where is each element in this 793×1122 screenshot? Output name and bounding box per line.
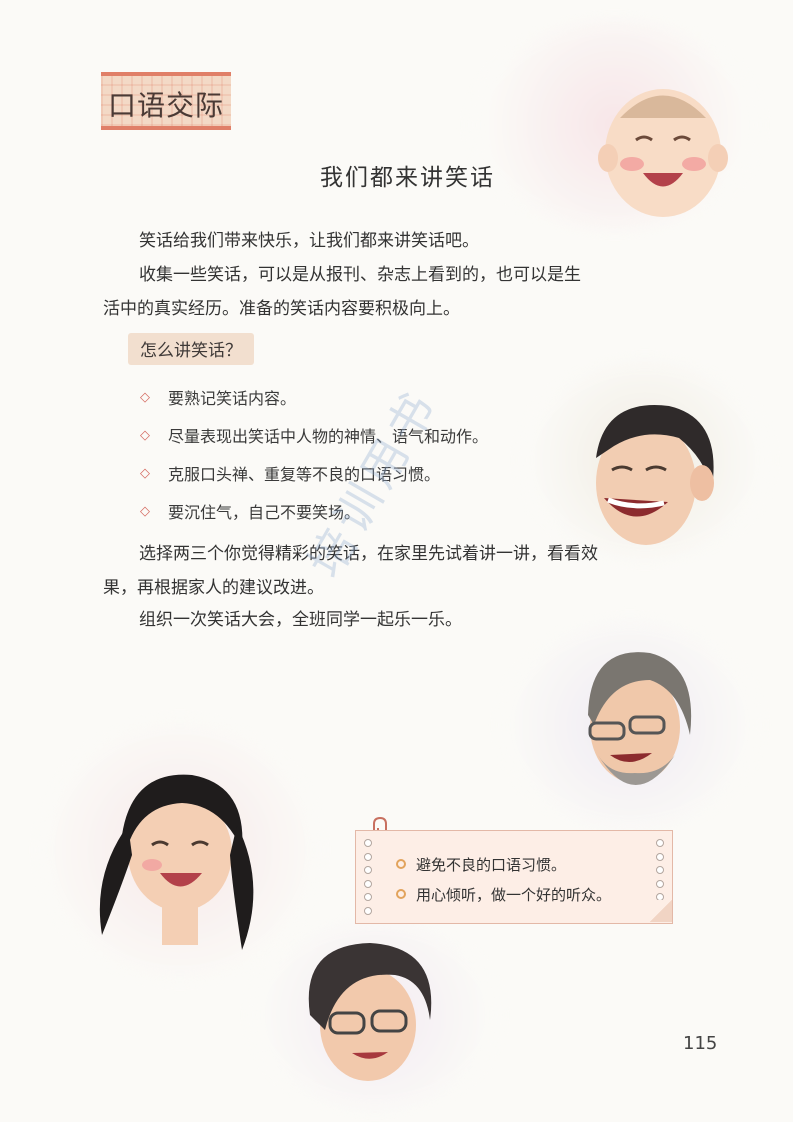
paragraph: 收集一些笑话，可以是从报刊、杂志上看到的，也可以是生活中的真实经历。准备的笑话内… bbox=[103, 265, 581, 319]
grandfather-face-illustration bbox=[588, 652, 692, 785]
diamond-bullet-icon: ◇ bbox=[140, 465, 150, 481]
paragraph: 选择两三个你觉得精彩的笑话，在家里先试着讲一讲，看看效果，再根据家人的建议改进。 bbox=[103, 544, 598, 598]
note-holes bbox=[364, 839, 372, 915]
circle-bullet-icon bbox=[396, 859, 406, 869]
tip-text: 要熟记笑话内容。 bbox=[168, 389, 297, 408]
tips-list: ◇ 要熟记笑话内容。 ◇ 尽量表现出笑话中人物的神情、语气和动作。 ◇ 克服口头禅、重… bbox=[140, 378, 488, 530]
section-label: 口语交际 bbox=[107, 89, 224, 122]
list-item: ◇ 克服口头禅、重复等不良的口语习惯。 bbox=[140, 454, 488, 492]
diamond-bullet-icon: ◇ bbox=[140, 389, 150, 405]
list-item: ◇ 尽量表现出笑话中人物的神情、语气和动作。 bbox=[140, 416, 488, 454]
tip-text: 尽量表现出笑话中人物的神情、语气和动作。 bbox=[168, 427, 489, 446]
girl-face-illustration bbox=[99, 774, 254, 950]
page-title: 我们都来讲笑话 bbox=[320, 165, 495, 191]
list-item: 用心倾听，做一个好的听众。 bbox=[396, 879, 611, 909]
section-header: 口语交际 bbox=[101, 72, 231, 130]
tip-text: 克服口头禅、重复等不良的口语习惯。 bbox=[168, 465, 441, 484]
note-list: 避免不良的口语习惯。 用心倾听，做一个好的听众。 bbox=[396, 849, 611, 909]
grandmother-face-illustration bbox=[308, 943, 432, 1081]
note-text: 用心倾听，做一个好的听众。 bbox=[416, 885, 612, 904]
list-item: 避免不良的口语习惯。 bbox=[396, 849, 611, 879]
circle-bullet-icon bbox=[396, 889, 406, 899]
diamond-bullet-icon: ◇ bbox=[140, 427, 150, 443]
header-pattern bbox=[101, 76, 231, 126]
page-number: 115 bbox=[683, 1033, 718, 1054]
tip-text: 要沉住气，自己不要笑场。 bbox=[168, 503, 361, 522]
note-fold bbox=[650, 900, 672, 922]
reminder-note: 避免不良的口语习惯。 用心倾听，做一个好的听众。 bbox=[355, 830, 673, 924]
how-to-heading: 怎么讲笑话？ bbox=[128, 333, 254, 365]
man-face-illustration bbox=[596, 405, 714, 545]
baby-face-illustration bbox=[598, 89, 728, 217]
note-text: 避免不良的口语习惯。 bbox=[416, 855, 567, 874]
paragraph: 组织一次笑话大会，全班同学一起乐一乐。 bbox=[139, 610, 462, 630]
diamond-bullet-icon: ◇ bbox=[140, 503, 150, 519]
paragraph: 笑话给我们带来快乐，让我们都来讲笑话吧。 bbox=[139, 231, 479, 251]
list-item: ◇ 要熟记笑话内容。 bbox=[140, 378, 488, 416]
list-item: ◇ 要沉住气，自己不要笑场。 bbox=[140, 492, 488, 530]
